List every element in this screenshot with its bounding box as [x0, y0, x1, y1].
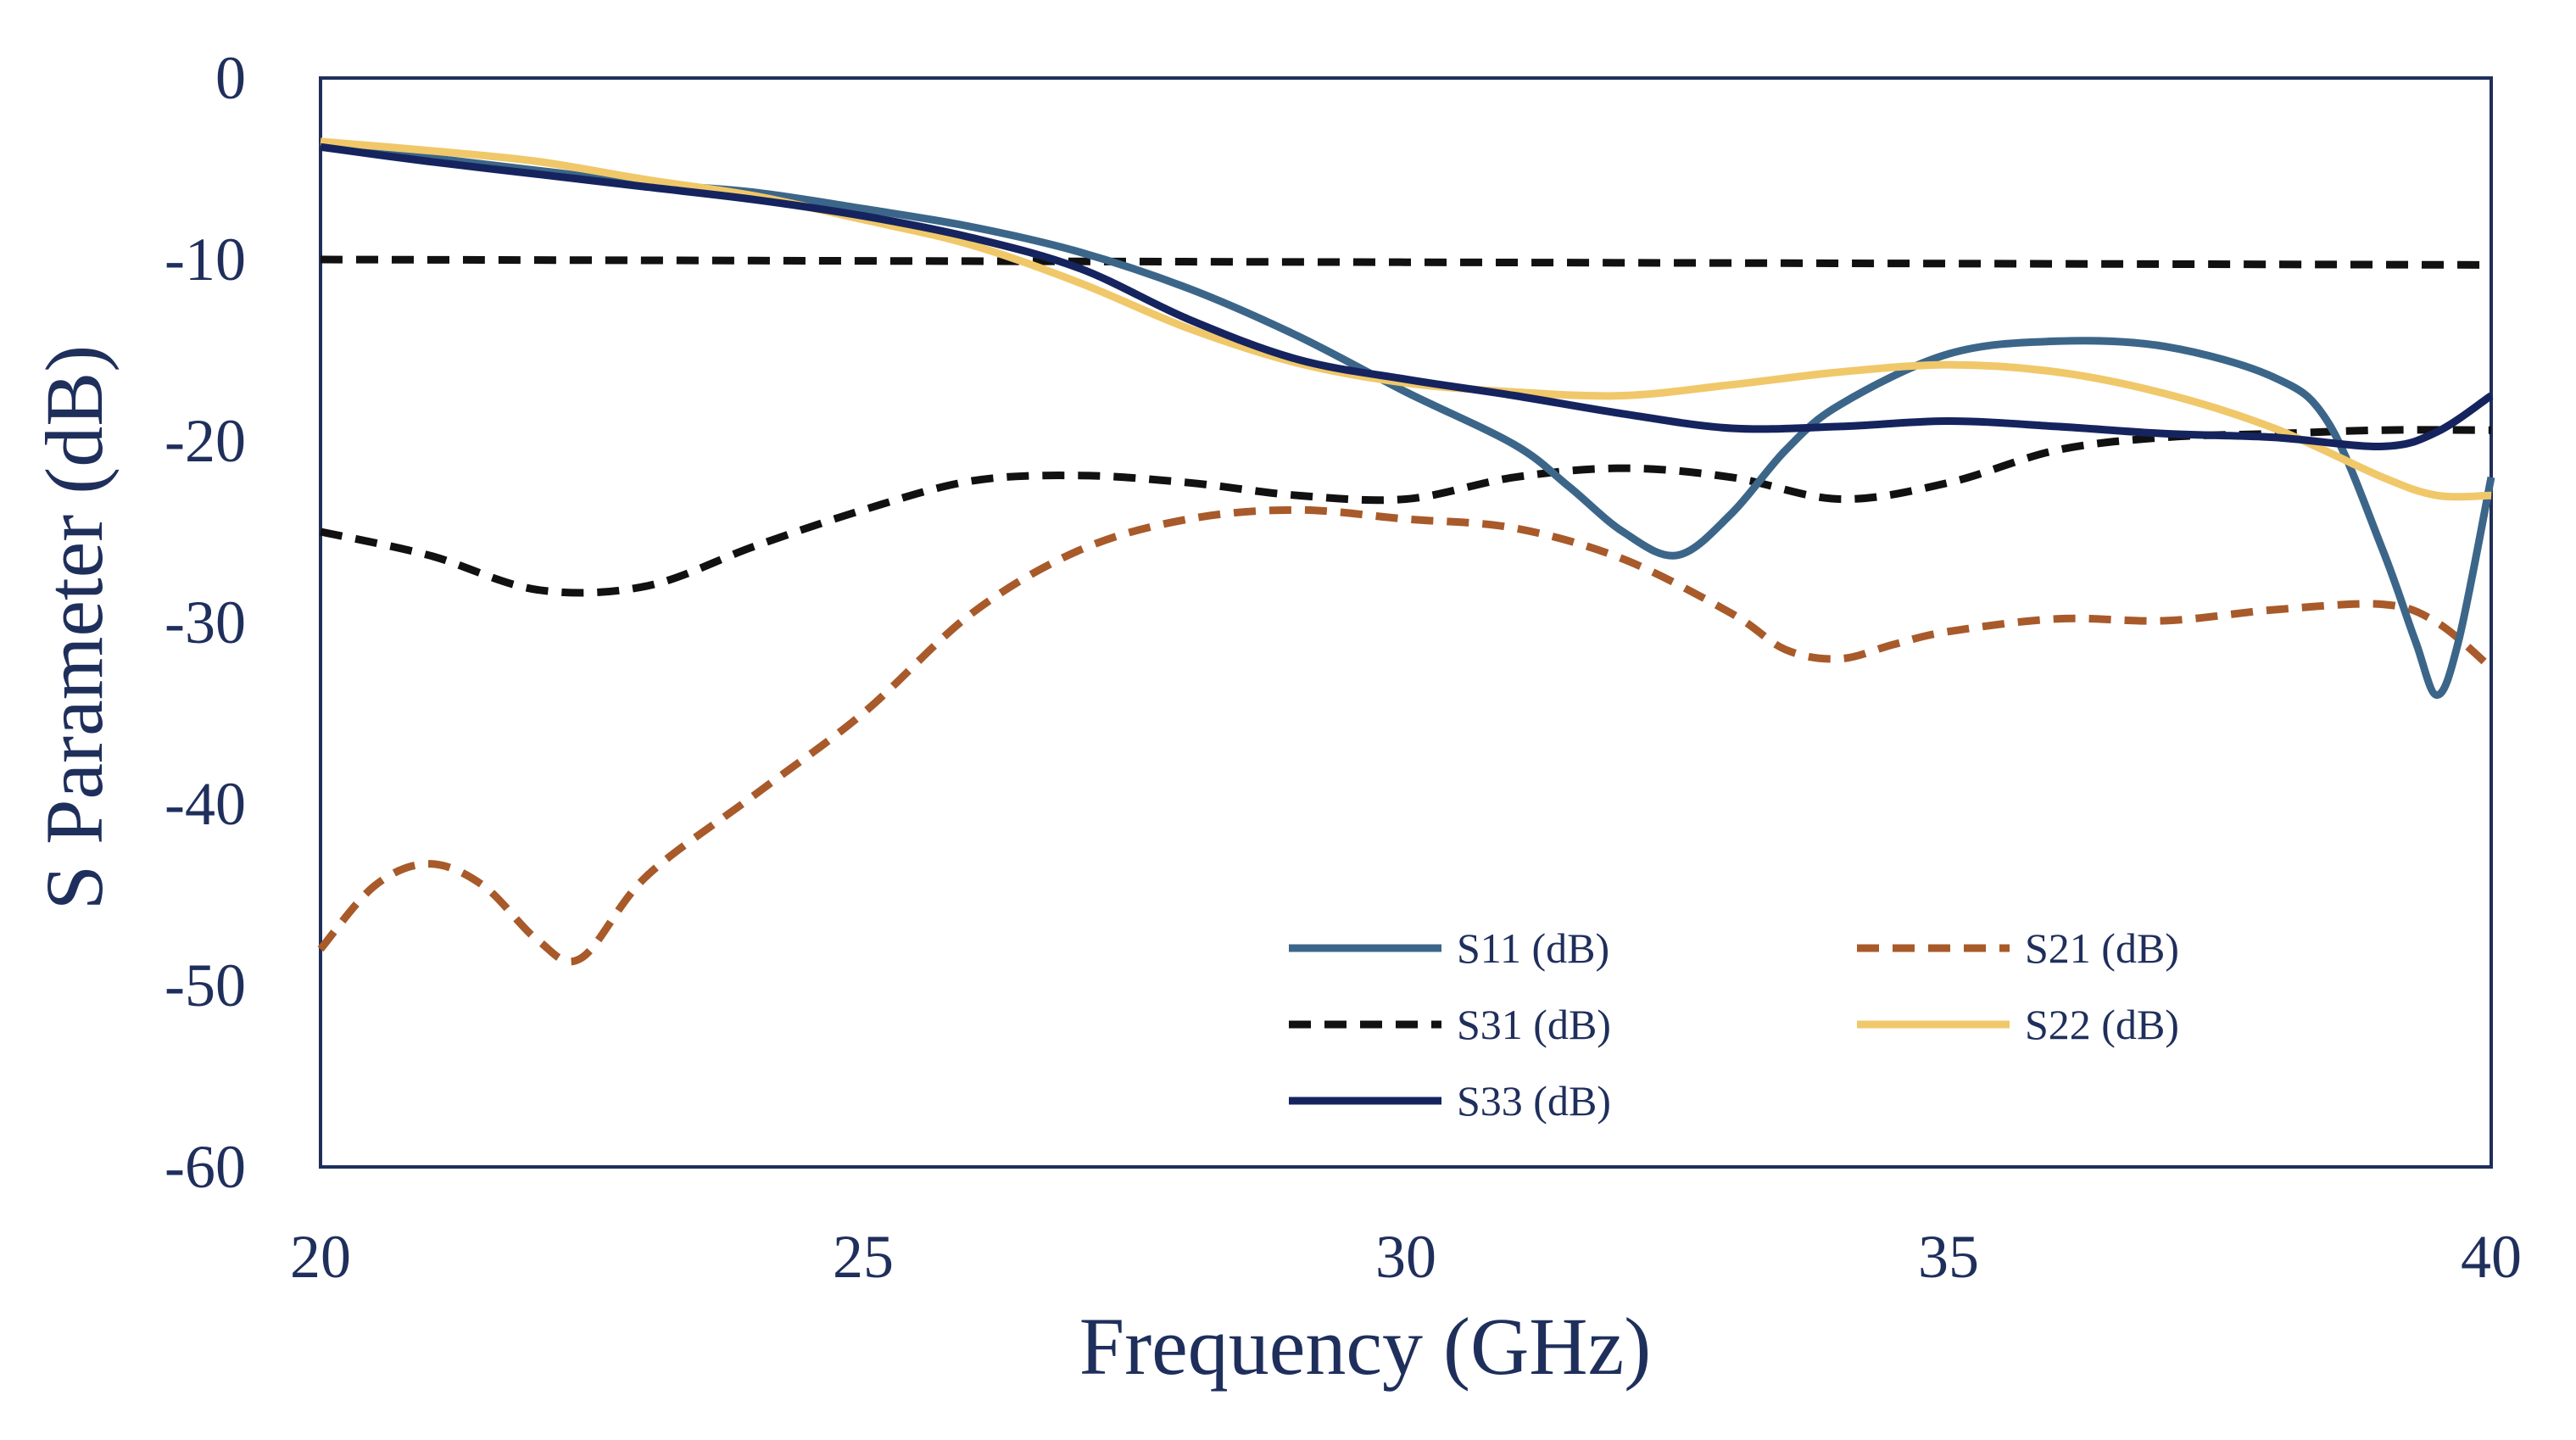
x-tick-label: 25 — [833, 1223, 894, 1291]
y-tick-label: -30 — [164, 589, 246, 656]
y-tick-label: -10 — [164, 226, 246, 293]
s31-line-2 — [320, 426, 2492, 597]
x-tick-label: 30 — [1375, 1223, 1436, 1291]
legend-label-s21: S21 (dB) — [2025, 924, 2179, 972]
series-layer — [317, 137, 2495, 966]
plot-area — [319, 76, 2493, 1169]
legend: S11 (dB) S21 (dB) S31 (dB) S22 (dB) S33 (dB) — [1289, 924, 2179, 1125]
s21-line — [317, 505, 2494, 966]
x-axis-title: Frequency (GHz) — [1079, 1301, 1651, 1392]
y-tick-label: 0 — [215, 44, 246, 112]
y-tick-label: -40 — [164, 770, 246, 838]
legend-label-s31: S31 (dB) — [1457, 1001, 1611, 1048]
y-tick-label: -50 — [164, 952, 246, 1019]
y-tick-label: -20 — [164, 407, 246, 475]
x-tick-label: 40 — [2461, 1223, 2522, 1291]
legend-label-s22: S22 (dB) — [2025, 1001, 2179, 1048]
x-tick-label: 35 — [1918, 1223, 1979, 1291]
legend-label-s11: S11 (dB) — [1457, 924, 1609, 972]
x-tick-label: 20 — [290, 1223, 351, 1291]
s31-line-1 — [320, 255, 2492, 269]
y-tick-label: -60 — [164, 1133, 246, 1201]
tick-layer: 0 -10 -20 -30 -40 -50 -60 20 25 30 35 40 — [164, 44, 2522, 1291]
legend-label-s33: S33 (dB) — [1457, 1077, 1611, 1125]
s33-line — [320, 142, 2494, 450]
y-axis-title: S Parameter (dB) — [29, 345, 120, 910]
s11-line — [320, 142, 2495, 700]
